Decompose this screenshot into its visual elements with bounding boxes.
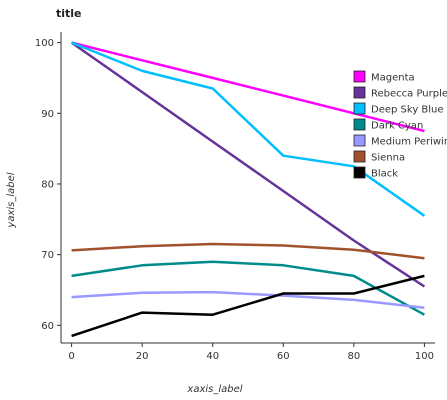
x-tick-label: 60 <box>277 351 290 362</box>
series-line-dark-cyan <box>71 260 426 316</box>
series-line-rebecca-purple <box>70 41 426 288</box>
y-tick-label: 70 <box>41 250 54 261</box>
legend-label-rebecca-purple: Rebecca Purple <box>371 89 447 100</box>
chart-title: title <box>56 7 82 20</box>
series-line-sienna <box>71 242 425 260</box>
series-lines <box>70 41 426 338</box>
y-tick-label: 80 <box>41 179 54 190</box>
x-tick-label: 80 <box>347 351 360 362</box>
x-tick-label: 0 <box>68 351 74 362</box>
legend-swatch-medium-periwinkle <box>353 134 366 147</box>
legend-swatch-rebecca-purple <box>353 86 366 99</box>
y-tick-label: 60 <box>41 321 54 332</box>
x-axis-ticks: 0 20 40 60 80 100 <box>68 343 434 362</box>
legend-swatch-black <box>353 166 366 179</box>
legend-label-medium-periwinkle: Medium Periwinkle <box>371 137 447 148</box>
legend-swatch-deep-sky-blue <box>353 102 366 115</box>
y-tick-label: 100 <box>35 38 54 49</box>
legend-swatch-magenta <box>353 70 366 83</box>
x-axis-title: xaxis_label <box>186 384 242 395</box>
series-line-deep-sky-blue <box>71 41 426 217</box>
series-line-black <box>71 274 425 338</box>
y-axis-ticks: 60 70 80 90 100 <box>35 38 61 332</box>
series-line-medium-periwinkle <box>71 290 425 309</box>
legend-swatch-dark-cyan <box>353 118 366 131</box>
legend-label-magenta: Magenta <box>371 73 415 84</box>
legend: Magenta Rebecca Purple Deep Sky Blue Dark C… <box>353 70 447 180</box>
legend-label-dark-cyan: Dark Cyan <box>371 121 423 132</box>
x-tick-label: 100 <box>415 351 434 362</box>
legend-label-deep-sky-blue: Deep Sky Blue <box>371 105 444 116</box>
legend-label-black: Black <box>371 169 398 180</box>
x-tick-label: 20 <box>136 351 149 362</box>
legend-swatch-sienna <box>353 150 366 163</box>
series-line-magenta <box>71 41 425 133</box>
legend-label-sienna: Sienna <box>371 153 405 164</box>
y-axis-title: yaxis_label <box>6 172 17 228</box>
y-tick-label: 90 <box>41 109 54 120</box>
x-tick-label: 40 <box>206 351 219 362</box>
